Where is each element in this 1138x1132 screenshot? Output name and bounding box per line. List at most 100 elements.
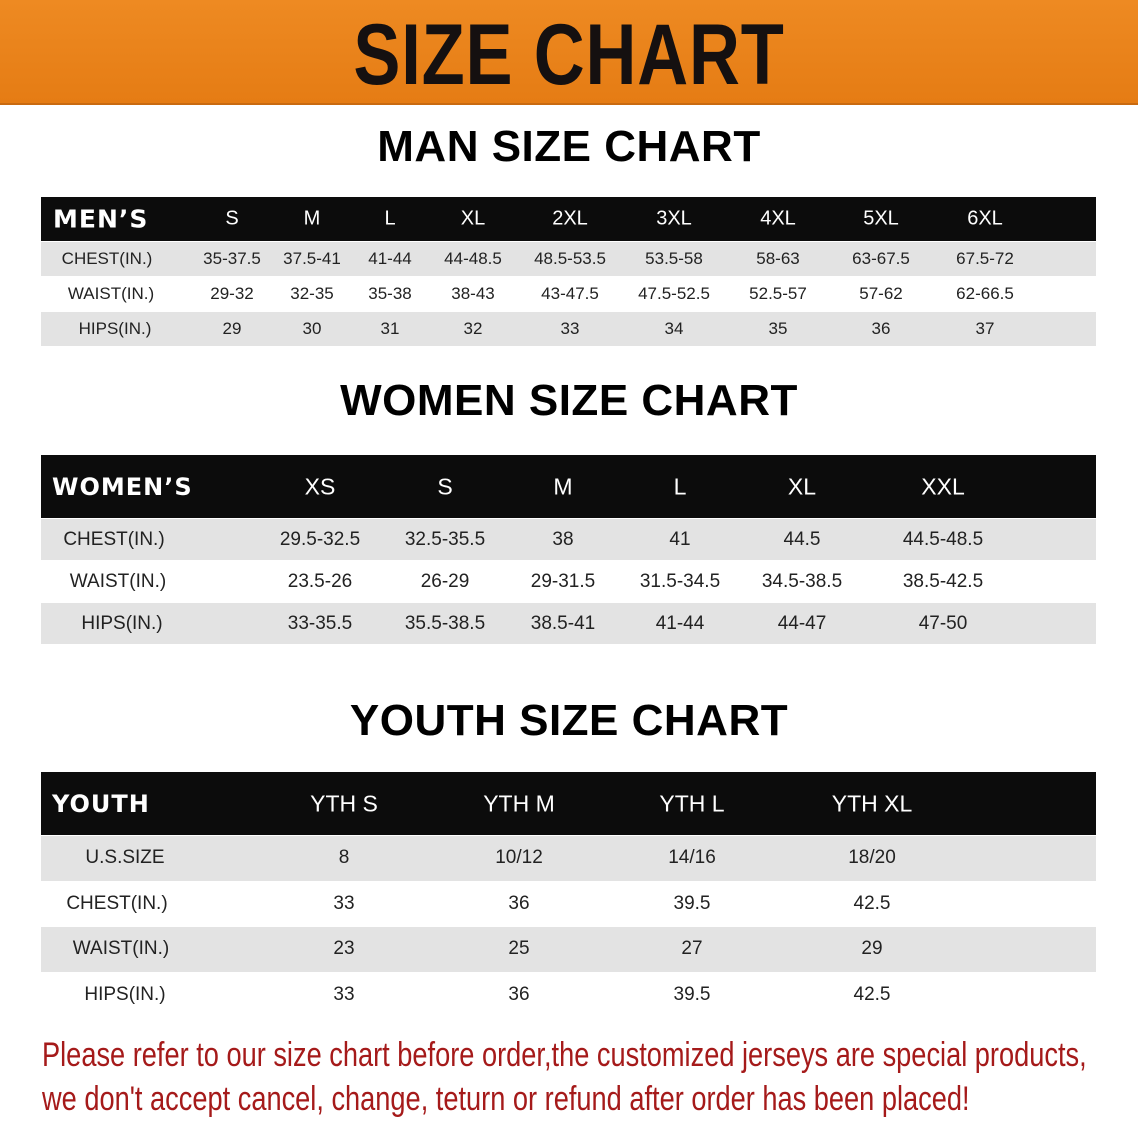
measurement-cell: 57-62 xyxy=(859,284,903,303)
footer-notice-line-1: Please refer to our size chart before or… xyxy=(42,1036,1087,1074)
measurement-cell: 35 xyxy=(768,319,788,338)
man-size-chart-title: MAN SIZE CHART xyxy=(377,122,761,171)
measurement-cell: 67.5-72 xyxy=(956,249,1014,268)
table-row: HIPS(IN.) 33-35.5 35.5-38.5 38.5-41 41-44 44-… xyxy=(41,603,1096,644)
table-row: U.S.SIZE 8 10/12 14/16 18/20 xyxy=(41,836,1096,881)
size-column-header: M xyxy=(553,473,573,499)
measurement-cell: 10/12 xyxy=(495,847,543,869)
women-size-chart-title: WOMEN SIZE CHART xyxy=(340,376,798,425)
row-label: HIPS(IN.) xyxy=(84,983,166,1005)
measurement-cell: 31.5-34.5 xyxy=(639,570,721,592)
measurement-cell: 32-35 xyxy=(290,284,334,303)
table-row: WAIST(IN.) 23.5-26 26-29 29-31.5 31.5-34.5 34… xyxy=(41,561,1096,602)
measurement-cell: 23.5-26 xyxy=(287,570,353,592)
measurement-cell: 38-43 xyxy=(451,284,495,303)
measurement-cell: 42.5 xyxy=(853,983,891,1005)
measurement-cell: 33 xyxy=(333,983,355,1005)
measurement-cell: 39.5 xyxy=(673,892,711,914)
row-label: CHEST(IN.) xyxy=(61,249,153,268)
size-column-header: 2XL xyxy=(552,207,588,230)
measurement-cell: 41-44 xyxy=(368,249,412,268)
size-column-header: YTH XL xyxy=(831,790,913,816)
measurement-cell: 30 xyxy=(302,319,322,338)
measurement-cell: 44-47 xyxy=(777,612,827,634)
size-column-header: S xyxy=(225,207,239,230)
row-label: CHEST(IN.) xyxy=(63,528,165,550)
measurement-cell: 43-47.5 xyxy=(541,284,599,303)
measurement-cell: 38.5-41 xyxy=(530,612,596,634)
size-column-header: S xyxy=(437,473,453,499)
youth-size-chart-title: YOUTH SIZE CHART xyxy=(349,696,789,745)
measurement-cell: 41 xyxy=(669,528,691,550)
measurement-cell: 29.5-32.5 xyxy=(279,528,361,550)
measurement-cell: 36 xyxy=(508,892,530,914)
measurement-cell: 44.5 xyxy=(783,528,821,550)
row-label: HIPS(IN.) xyxy=(78,319,152,338)
measurement-cell: 42.5 xyxy=(853,892,891,914)
table-row: HIPS(IN.) 33 36 39.5 42.5 xyxy=(41,972,1096,1017)
measurement-cell: 18/20 xyxy=(848,847,896,869)
measurement-cell: 32.5-35.5 xyxy=(404,528,486,550)
size-column-header: 3XL xyxy=(656,207,692,230)
measurement-cell: 53.5-58 xyxy=(645,249,703,268)
measurement-cell: 23 xyxy=(333,938,355,960)
measurement-cell: 52.5-57 xyxy=(749,284,807,303)
header-label: YOUTH xyxy=(52,789,150,818)
table-row: HIPS(IN.) 29 30 31 32 33 34 35 36 37 xyxy=(41,312,1096,346)
measurement-cell: 37.5-41 xyxy=(283,249,341,268)
size-column-header: XL xyxy=(787,473,817,499)
measurement-cell: 29-32 xyxy=(210,284,254,303)
measurement-cell: 44-48.5 xyxy=(444,249,502,268)
measurement-cell: 31 xyxy=(380,319,400,338)
table-row: CHEST(IN.) 33 36 39.5 42.5 xyxy=(41,881,1096,926)
men-size-table: MEN’S S M L XL 2XL 3XL 4XL 5XL 6XL CHEST(IN.) 35-37… xyxy=(41,197,1096,346)
measurement-cell: 37 xyxy=(975,319,995,338)
measurement-cell: 38 xyxy=(552,528,574,550)
row-label: WAIST(IN.) xyxy=(67,284,155,303)
measurement-cell: 48.5-53.5 xyxy=(534,249,606,268)
measurement-cell: 33 xyxy=(333,892,355,914)
row-label: U.S.SIZE xyxy=(85,847,165,869)
youth-size-table: YOUTH YTH S YTH M YTH L YTH XL U.S.SIZE 8 10/12… xyxy=(41,772,1096,1017)
row-label: WAIST(IN.) xyxy=(69,570,167,592)
measurement-cell: 47.5-52.5 xyxy=(638,284,710,303)
measurement-cell: 34 xyxy=(664,319,684,338)
measurement-cell: 33-35.5 xyxy=(287,612,353,634)
table-row: WAIST(IN.) 23 25 27 29 xyxy=(41,927,1096,972)
size-column-header: M xyxy=(303,207,321,230)
header-label: MEN’S xyxy=(53,204,149,234)
measurement-cell: 35-37.5 xyxy=(203,249,261,268)
measurement-cell: 36 xyxy=(508,983,530,1005)
table-header-row: WOMEN’S XS S M L XL XXL xyxy=(41,455,1096,518)
size-column-header: 5XL xyxy=(863,207,899,230)
table-row: CHEST(IN.) 35-37.5 37.5-41 41-44 44-48.5 48.5… xyxy=(41,242,1096,276)
measurement-cell: 26-29 xyxy=(420,570,470,592)
size-column-header: L xyxy=(384,207,396,230)
size-column-header: L xyxy=(673,473,687,499)
row-label: WAIST(IN.) xyxy=(72,938,170,960)
size-column-header: XXL xyxy=(921,473,965,499)
header-label: WOMEN’S xyxy=(52,472,193,501)
size-column-header: XL xyxy=(460,207,486,230)
size-column-header: YTH S xyxy=(310,790,378,816)
row-label: HIPS(IN.) xyxy=(81,612,163,634)
measurement-cell: 35-38 xyxy=(368,284,412,303)
measurement-cell: 38.5-42.5 xyxy=(902,570,984,592)
measurement-cell: 44.5-48.5 xyxy=(902,528,984,550)
measurement-cell: 27 xyxy=(681,938,703,960)
women-size-table: WOMEN’S XS S M L XL XXL CHEST(IN.) 29.5-32.5 32.5… xyxy=(41,455,1096,645)
measurement-cell: 63-67.5 xyxy=(852,249,910,268)
row-label: CHEST(IN.) xyxy=(66,892,168,914)
measurement-cell: 62-66.5 xyxy=(956,284,1014,303)
measurement-cell: 33 xyxy=(560,319,580,338)
measurement-cell: 29 xyxy=(861,938,883,960)
measurement-cell: 39.5 xyxy=(673,983,711,1005)
measurement-cell: 36 xyxy=(871,319,891,338)
size-column-header: XS xyxy=(304,473,336,499)
size-column-header: 4XL xyxy=(760,207,796,230)
measurement-cell: 29-31.5 xyxy=(530,570,596,592)
measurement-cell: 34.5-38.5 xyxy=(761,570,843,592)
size-column-header: 6XL xyxy=(967,207,1003,230)
table-header-row: YOUTH YTH S YTH M YTH L YTH XL xyxy=(41,772,1096,835)
measurement-cell: 35.5-38.5 xyxy=(404,612,486,634)
